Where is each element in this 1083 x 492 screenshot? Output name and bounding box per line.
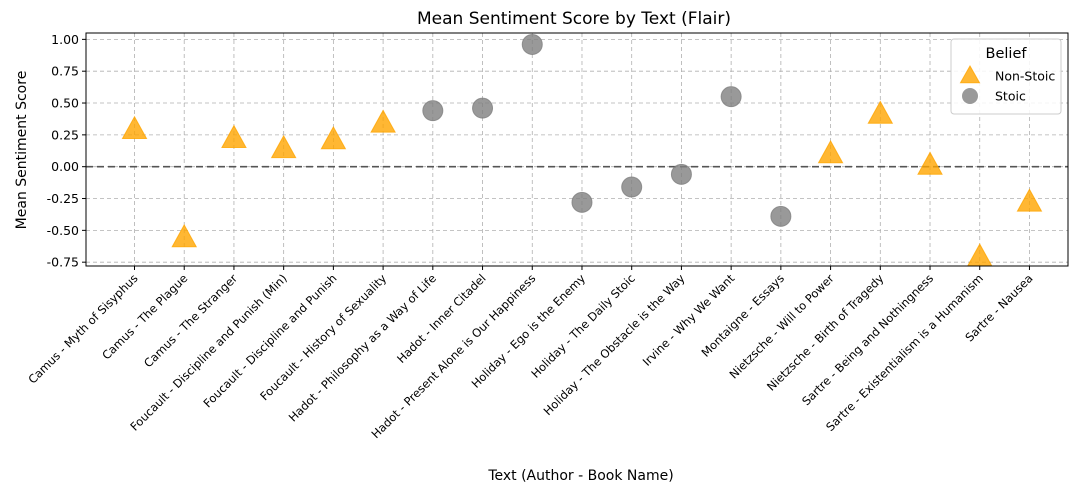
point-stoic <box>422 100 444 122</box>
y-tick-label: 0.50 <box>51 96 79 111</box>
legend-label-non-stoic: Non-Stoic <box>995 69 1055 84</box>
plot-frame <box>85 32 1069 267</box>
point-non-stoic <box>270 134 297 159</box>
point-non-stoic <box>221 124 247 148</box>
point-non-stoic <box>917 151 943 175</box>
grid <box>86 33 1068 266</box>
y-axis-ticks: 1.00 0.75 0.50 0.25 0.00 -0.25 -0.50 -0.75 <box>47 32 86 270</box>
chart-title: Mean Sentiment Score by Text (Flair) <box>417 9 731 29</box>
point-stoic <box>472 97 494 119</box>
x-tick-label: Hadot - Inner Citadel <box>394 271 489 366</box>
y-tick-label: -0.75 <box>47 255 79 270</box>
y-tick-label: 0.00 <box>51 159 79 174</box>
y-axis-label: Mean Sentiment Score <box>14 71 30 230</box>
point-non-stoic <box>370 109 396 133</box>
x-tick-label: Montaigne - Essays <box>698 271 787 360</box>
legend: Belief Non-Stoic Stoic <box>950 38 1062 115</box>
legend-title: Belief <box>986 46 1028 62</box>
point-non-stoic <box>966 243 993 267</box>
point-non-stoic <box>121 115 148 140</box>
x-tick-label: Irvine - Why We Want <box>640 271 738 369</box>
point-stoic <box>720 86 742 108</box>
y-tick-label: 0.25 <box>51 127 79 142</box>
legend-box <box>950 38 1062 115</box>
y-tick-label: -0.25 <box>47 191 79 206</box>
x-tick-label: Camus - The Plague <box>99 271 190 362</box>
legend-label-stoic: Stoic <box>995 89 1026 104</box>
legend-marker-stoic <box>962 88 978 104</box>
legend-marker-non-stoic <box>959 64 981 84</box>
point-non-stoic <box>867 100 894 124</box>
x-axis-label: Text (Author - Book Name) <box>487 468 673 484</box>
y-tick-label: 1.00 <box>51 32 79 47</box>
y-tick-label: 0.75 <box>51 64 79 79</box>
data-points <box>121 33 1043 267</box>
point-stoic <box>670 163 692 185</box>
point-non-stoic <box>320 125 347 150</box>
point-stoic <box>621 176 643 198</box>
point-stoic <box>770 205 792 227</box>
x-tick-label: Holiday - The Daily Stoic <box>528 271 638 381</box>
point-non-stoic <box>171 223 198 248</box>
point-non-stoic <box>817 139 844 164</box>
point-non-stoic <box>1016 188 1043 212</box>
point-stoic <box>571 191 593 213</box>
y-tick-label: -0.50 <box>47 223 79 238</box>
x-tick-label: Camus - The Stranger <box>141 271 240 370</box>
point-stoic <box>521 33 543 55</box>
